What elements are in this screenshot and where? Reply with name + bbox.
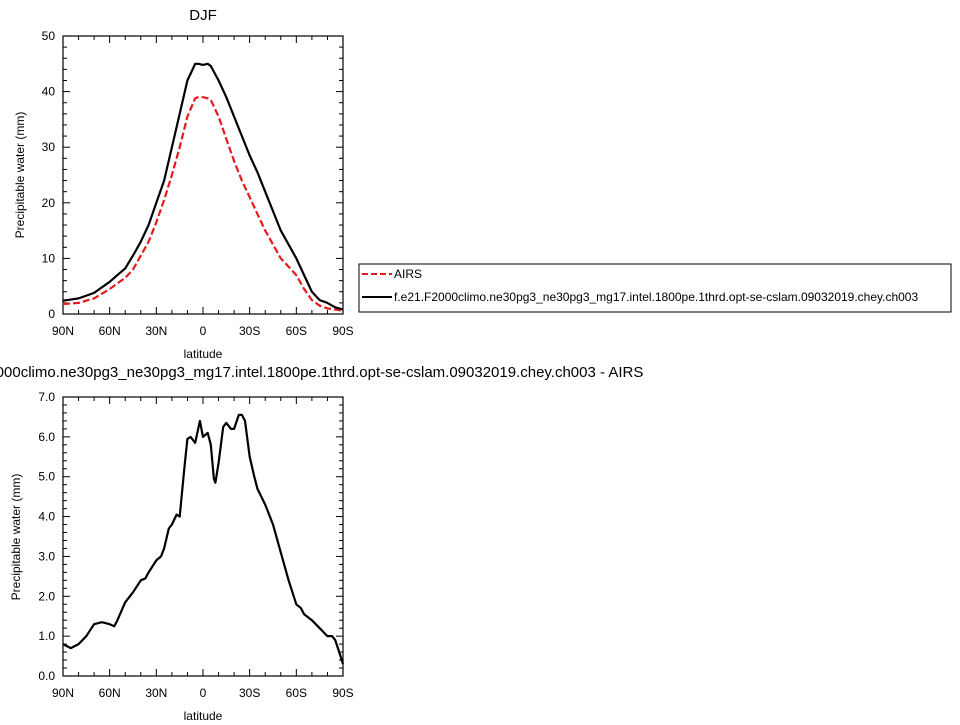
series-line-model [62, 413, 345, 665]
x-tick-label: 60S [286, 686, 307, 700]
x-tick-label: 30S [239, 324, 260, 338]
y-tick-label: 3.0 [38, 549, 55, 563]
y-tick-label: 5.0 [38, 470, 55, 484]
legend-label-model: f.e21.F2000climo.ne30pg3_ne30pg3_mg17.in… [394, 290, 918, 304]
x-tick-label: 0 [200, 324, 207, 338]
x-tick-label: 60N [99, 686, 121, 700]
chart-bottom-y-axis-label: Precipitable water (mm) [9, 474, 23, 601]
y-tick-label: 7.0 [38, 390, 55, 404]
y-tick-label: 50 [42, 29, 56, 43]
chart-bottom-series [62, 413, 345, 665]
y-tick-label: 1.0 [38, 629, 55, 643]
y-tick-label: 10 [42, 251, 56, 265]
x-tick-label: 30S [239, 686, 260, 700]
series-line-model [62, 62, 344, 311]
y-tick-label: 6.0 [38, 430, 55, 444]
x-tick-label: 90S [332, 324, 353, 338]
x-tick-label: 30N [145, 686, 167, 700]
chart-top-y-axis-label: Precipitable water (mm) [13, 112, 27, 239]
y-tick-label: 4.0 [38, 510, 55, 524]
x-tick-label: 0 [200, 686, 207, 700]
chart-top-ticks: 90N 60N 30N 0 30S 60S 90S 0 10 20 30 40 50 [42, 29, 354, 338]
chart-bottom-title: f.e21.F2000climo.ne30pg3_ne30pg3_mg17.in… [0, 364, 643, 381]
y-tick-label: 40 [42, 85, 56, 99]
x-tick-label: 90N [52, 324, 74, 338]
chart-top-title: DJF [189, 7, 217, 24]
series-line-airs [62, 96, 344, 312]
chart-bottom-x-axis-label: latitude [184, 709, 223, 723]
chart-top-x-axis-label: latitude [184, 347, 223, 361]
chart-bottom-plot-frame [62, 396, 344, 677]
x-tick-label: 60S [286, 324, 307, 338]
chart-top-legend: AIRS f.e21.F2000climo.ne30pg3_ne30pg3_mg… [358, 263, 952, 313]
chart-top: DJF 90N 60N 30N 0 30S 60S 90S 0 10 20 30 40 50 latit… [13, 7, 952, 361]
y-tick-label: 30 [42, 140, 56, 154]
chart-bottom-ticks: 90N 60N 30N 0 30S 60S 90S 0.0 1.0 2.0 3.0 4.0 5.0 6.0… [38, 390, 353, 700]
y-tick-label: 0 [48, 307, 55, 321]
x-tick-label: 90S [332, 686, 353, 700]
x-tick-label: 30N [145, 324, 167, 338]
chart-top-plot-frame [62, 35, 344, 315]
y-tick-label: 2.0 [38, 589, 55, 603]
x-tick-label: 90N [52, 686, 74, 700]
y-tick-label: 20 [42, 196, 56, 210]
legend-box [358, 263, 952, 313]
chart-top-series [62, 62, 344, 312]
legend-label-airs: AIRS [394, 267, 422, 281]
y-tick-label: 0.0 [38, 669, 55, 683]
x-tick-label: 60N [99, 324, 121, 338]
chart-bottom: f.e21.F2000climo.ne30pg3_ne30pg3_mg17.in… [0, 364, 643, 723]
